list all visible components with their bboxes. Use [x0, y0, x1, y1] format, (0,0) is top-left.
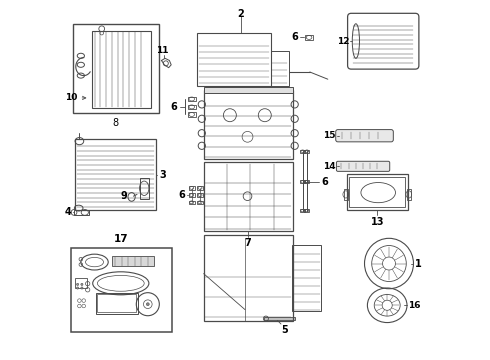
Text: 14: 14	[323, 162, 336, 171]
Text: 8: 8	[112, 118, 119, 128]
Bar	[292, 245, 320, 311]
Text: 15: 15	[323, 131, 336, 140]
Bar	[204, 87, 293, 93]
Bar	[189, 193, 195, 197]
Ellipse shape	[76, 287, 79, 289]
Text: 13: 13	[371, 217, 384, 227]
Bar	[300, 150, 305, 153]
Bar	[197, 33, 271, 86]
Bar	[197, 186, 203, 190]
Bar	[304, 150, 310, 153]
Bar	[98, 294, 136, 312]
Bar	[197, 193, 203, 197]
Ellipse shape	[147, 303, 149, 306]
Bar	[92, 31, 151, 108]
Bar	[72, 248, 172, 332]
Bar	[188, 96, 196, 102]
Bar	[189, 186, 195, 190]
Text: 5: 5	[281, 325, 288, 335]
Text: 16: 16	[408, 301, 420, 310]
Bar	[204, 162, 293, 231]
FancyBboxPatch shape	[336, 130, 393, 142]
Text: 10: 10	[65, 94, 77, 102]
Bar	[264, 317, 295, 320]
Ellipse shape	[81, 283, 83, 285]
Bar	[271, 51, 289, 86]
Bar	[304, 209, 310, 212]
Text: 11: 11	[156, 46, 169, 55]
Ellipse shape	[81, 287, 83, 289]
Text: 6: 6	[171, 102, 177, 112]
Bar	[349, 177, 405, 207]
Bar	[204, 235, 293, 321]
Text: 7: 7	[244, 238, 251, 248]
Bar	[300, 180, 305, 183]
Text: 6: 6	[292, 32, 298, 42]
Text: 6: 6	[179, 190, 186, 200]
FancyBboxPatch shape	[337, 161, 390, 171]
Text: 9: 9	[120, 191, 127, 201]
Bar	[96, 293, 138, 314]
Bar	[344, 189, 347, 200]
Bar	[197, 201, 203, 204]
Bar	[140, 178, 149, 199]
Text: 17: 17	[114, 234, 128, 244]
Bar	[346, 174, 409, 210]
Bar	[304, 180, 310, 183]
Text: 12: 12	[337, 37, 349, 46]
Text: 2: 2	[237, 9, 244, 19]
Bar	[204, 90, 293, 159]
Bar	[188, 112, 196, 117]
Text: 4: 4	[65, 207, 72, 217]
Bar	[188, 104, 196, 109]
Bar	[407, 189, 411, 200]
Text: 1: 1	[415, 258, 422, 269]
Bar	[112, 256, 154, 266]
Ellipse shape	[76, 283, 79, 285]
Bar	[300, 209, 305, 212]
Bar	[189, 201, 195, 204]
Bar	[75, 278, 87, 288]
Bar	[74, 210, 89, 215]
Bar	[305, 35, 313, 40]
Text: 6: 6	[321, 177, 328, 187]
Text: 3: 3	[159, 170, 166, 180]
Bar	[73, 24, 159, 113]
Bar	[75, 139, 156, 210]
